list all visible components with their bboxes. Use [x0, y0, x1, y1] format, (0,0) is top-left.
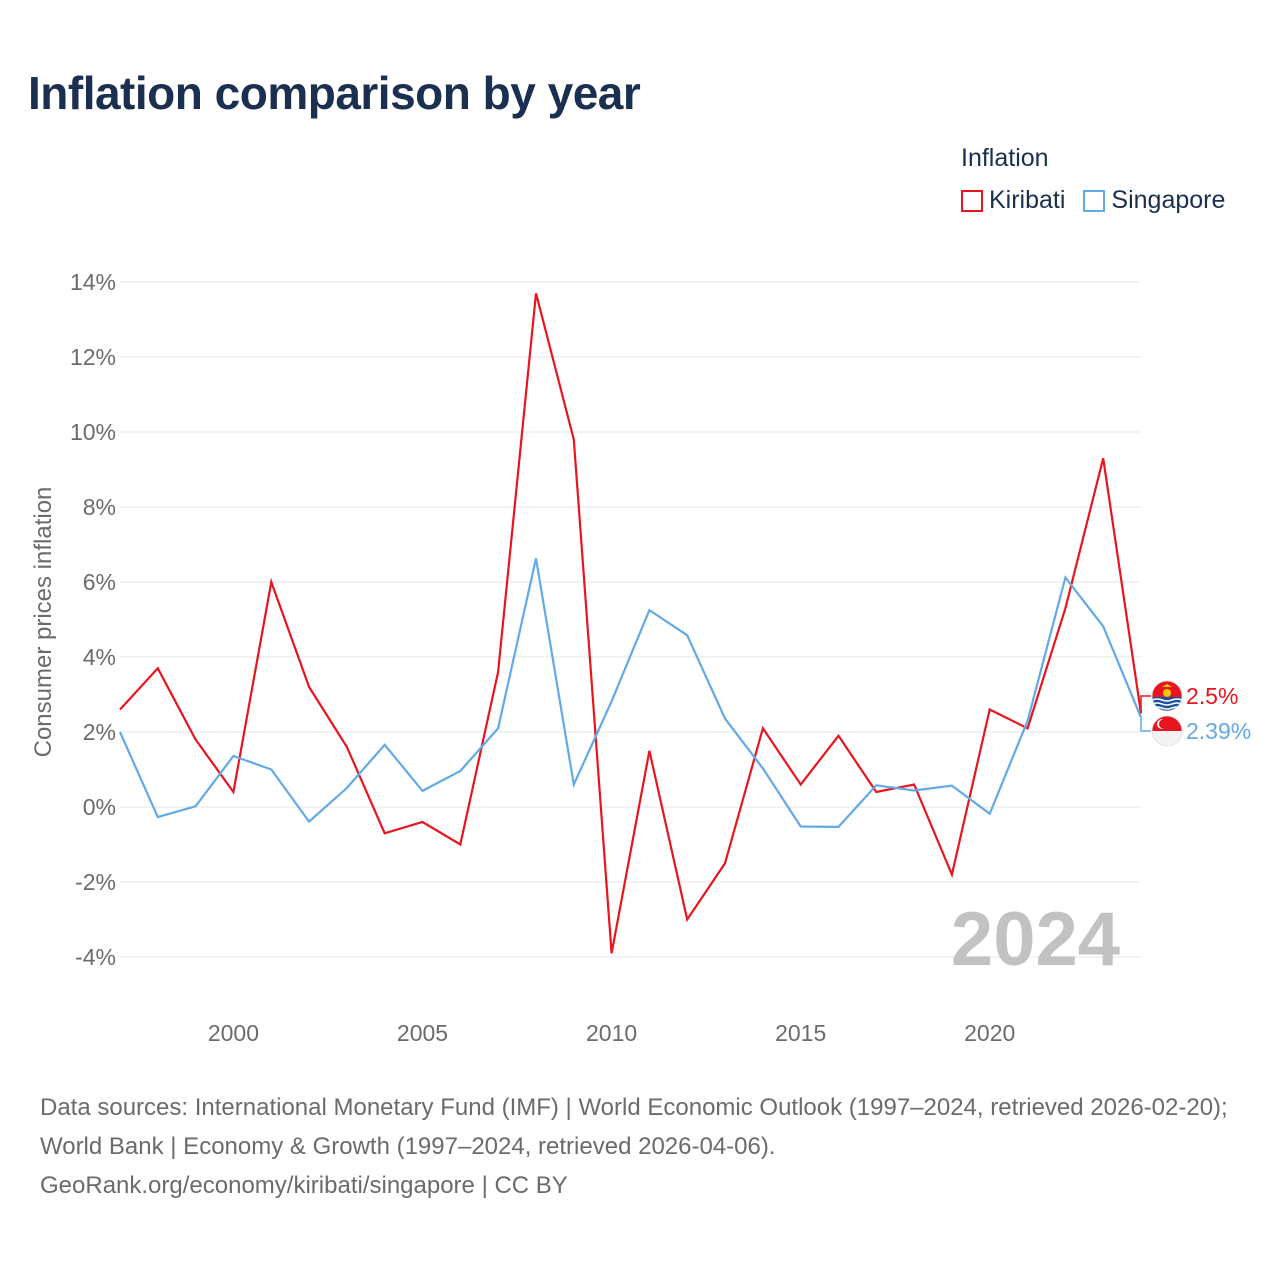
- legend-swatch-singapore: [1083, 189, 1106, 212]
- x-tick-label: 2005: [397, 1020, 448, 1046]
- grid-lines: [120, 281, 1141, 958]
- y-tick-label: -2%: [75, 869, 116, 895]
- y-tick-label: 2%: [83, 719, 116, 745]
- end-value-label-kiribati: 2.5%: [1186, 683, 1238, 709]
- y-tick-label: 12%: [70, 344, 116, 370]
- legend-swatch-kiribati: [961, 189, 983, 212]
- y-tick-label: 14%: [70, 269, 116, 295]
- data-sources: Data sources: International Monetary Fun…: [40, 1094, 1228, 1160]
- series-line-singapore[interactable]: [118, 558, 1143, 829]
- source-link[interactable]: GeoRank.org/economy/kiribati/singapore |…: [40, 1172, 568, 1199]
- x-tick-label: 2020: [964, 1020, 1015, 1046]
- chart-title: Inflation comparison by year: [28, 67, 641, 119]
- end-markers: 2.5% 2.39%: [1140, 680, 1251, 747]
- legend: Kiribati Singapore: [961, 186, 1243, 215]
- end-connector: [1140, 695, 1151, 714]
- legend-label-kiribati: Kiribati: [989, 186, 1066, 214]
- year-watermark: 2024: [951, 897, 1120, 982]
- y-tick-label: 0%: [83, 794, 116, 820]
- series-line-kiribati[interactable]: [119, 293, 1143, 954]
- legend-item-singapore[interactable]: Singapore: [1083, 186, 1225, 215]
- x-axis-ticks: 2000 2005 2010 2015 2020: [208, 1020, 1015, 1046]
- y-tick-label: 6%: [83, 569, 116, 595]
- footer: Data sources: International Monetary Fun…: [40, 1088, 1250, 1205]
- end-connector: [1140, 717, 1151, 732]
- singapore-flag-icon: [1151, 715, 1183, 747]
- y-tick-label: -4%: [75, 944, 116, 970]
- legend-title: Inflation: [961, 144, 1049, 172]
- end-value-label-singapore: 2.39%: [1186, 718, 1251, 744]
- x-tick-label: 2010: [586, 1020, 637, 1046]
- x-tick-label: 2015: [775, 1020, 826, 1046]
- kiribati-flag-icon: [1151, 680, 1183, 712]
- y-axis-ticks: 14% 12% 10% 8% 6% 4% 2% 0% -2% -4%: [70, 269, 116, 970]
- y-tick-label: 8%: [83, 494, 116, 520]
- legend-item-kiribati[interactable]: Kiribati: [961, 186, 1065, 215]
- x-tick-label: 2000: [208, 1020, 259, 1046]
- y-tick-label: 10%: [70, 419, 116, 445]
- series-lines: [118, 293, 1143, 954]
- y-axis-label: Consumer prices inflation: [30, 487, 57, 758]
- y-tick-label: 4%: [83, 644, 116, 670]
- legend-label-singapore: Singapore: [1111, 186, 1226, 214]
